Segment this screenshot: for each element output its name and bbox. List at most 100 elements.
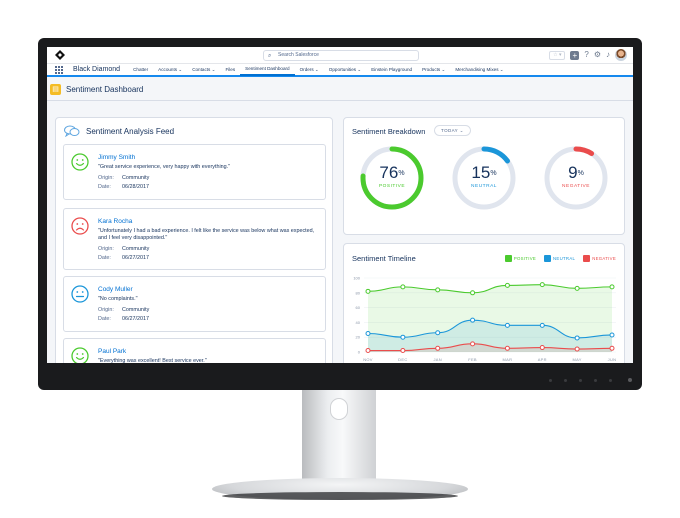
chart-legend: POSITIVE NEUTRAL NEGATIVE — [504, 255, 616, 262]
sentiment-breakdown-card: Sentiment Breakdown TODAY ⌄ 76% POSITIVE 1… — [343, 117, 625, 235]
page-title: Sentiment Dashboard — [66, 85, 144, 94]
date-label: Date: — [98, 184, 111, 190]
data-point-negative[interactable] — [470, 341, 476, 347]
data-point-neutral[interactable] — [435, 330, 441, 336]
positive-face-icon — [71, 153, 89, 171]
data-point-negative[interactable] — [504, 345, 510, 351]
gauge-value: 76% — [358, 164, 426, 182]
data-point-positive[interactable] — [470, 290, 476, 296]
data-point-positive[interactable] — [609, 284, 615, 290]
cable-hole — [330, 398, 348, 420]
feed-item-name[interactable]: Cody Muller — [98, 286, 133, 293]
date-label: Date: — [98, 255, 111, 261]
data-point-negative[interactable] — [574, 346, 580, 352]
nav-item[interactable]: Opportunities ⌄ — [328, 67, 362, 72]
data-point-negative[interactable] — [400, 348, 406, 354]
negative-face-icon — [71, 217, 89, 235]
feed-item-origin: Origin: Community — [98, 245, 149, 254]
time-filter-button[interactable]: TODAY ⌄ — [434, 125, 471, 136]
nav-item[interactable]: Sentiment Dashboard — [240, 63, 295, 76]
feed-item-quote: "Unfortunately I had a bad experience. I… — [98, 228, 315, 241]
data-point-negative[interactable] — [609, 345, 615, 351]
data-point-neutral[interactable] — [470, 317, 476, 323]
date-value: 06/28/2017 — [122, 184, 149, 190]
gauge-negative[interactable]: 9% NEGATIVE — [542, 144, 610, 212]
black-diamond-logo[interactable] — [55, 50, 65, 60]
gauge-arc — [452, 146, 516, 210]
series-area-negative — [368, 343, 612, 352]
x-tick-label: JAN — [433, 357, 441, 362]
avatar[interactable] — [615, 49, 627, 61]
data-point-neutral[interactable] — [609, 332, 615, 338]
data-point-positive[interactable] — [400, 284, 406, 290]
feed-item[interactable]: Cody Muller "No complaints." Origin: Commun… — [63, 276, 326, 332]
nav-item[interactable]: Chatter — [133, 67, 149, 72]
chat-bubbles-icon — [64, 125, 80, 137]
navigation-bar: Black Diamond Chatter Accounts ⌄ Contacts … — [47, 64, 633, 77]
data-point-positive[interactable] — [365, 288, 371, 294]
feed-header: Sentiment Analysis Feed — [64, 125, 174, 137]
feed-item-name[interactable]: Jimmy Smith — [98, 154, 136, 161]
feed-item-date: Date: 06/28/2017 — [98, 183, 149, 192]
page-header: ▤ Sentiment Dashboard — [47, 79, 633, 101]
gauge-neutral[interactable]: 15% NEUTRAL — [450, 144, 518, 212]
global-actions-icon[interactable]: + — [570, 50, 580, 60]
legend-item-neutral[interactable]: NEUTRAL — [544, 255, 575, 262]
gauge-number: 76 — [379, 163, 399, 182]
data-point-neutral[interactable] — [365, 331, 371, 336]
nav-item[interactable]: Files — [225, 67, 236, 72]
bell-icon[interactable]: ♪ — [606, 50, 610, 59]
header-actions: ☆ ▾ + ? ⚙ ♪ — [549, 49, 627, 61]
data-point-positive[interactable] — [574, 285, 580, 291]
data-point-positive[interactable] — [435, 287, 441, 293]
x-tick-label: DEC — [398, 357, 407, 362]
data-point-negative[interactable] — [539, 345, 545, 351]
data-point-positive[interactable] — [504, 282, 510, 288]
gauge-unit: % — [398, 170, 405, 177]
feed-item-date: Date: 06/27/2017 — [98, 254, 149, 263]
data-point-neutral[interactable] — [539, 322, 545, 328]
y-tick-label: 20 — [356, 335, 361, 340]
feed-item-quote: "No complaints." — [98, 296, 138, 302]
monitor-buttons — [549, 379, 612, 382]
search-input[interactable]: ⌕ Search Salesforce — [263, 50, 419, 61]
data-point-neutral[interactable] — [400, 334, 406, 340]
nav-item[interactable]: Merchandising Mixes ⌄ — [455, 67, 504, 72]
favorites-button[interactable]: ☆ ▾ — [549, 50, 566, 60]
search-icon: ⌕ — [268, 53, 272, 59]
nav-item[interactable]: Einstein Playground — [371, 67, 413, 72]
origin-label: Origin: — [98, 246, 114, 252]
help-icon[interactable]: ? — [584, 50, 589, 59]
data-point-neutral[interactable] — [504, 322, 510, 328]
feed-item-name[interactable]: Kara Rocha — [98, 218, 133, 225]
data-point-positive[interactable] — [539, 282, 545, 288]
nav-item[interactable]: Orders ⌄ — [299, 67, 319, 72]
y-tick-label: 80 — [356, 290, 361, 295]
app-launcher-icon[interactable] — [55, 65, 63, 74]
legend-item-positive[interactable]: POSITIVE — [504, 255, 536, 262]
gauge-ring — [360, 146, 424, 210]
data-point-neutral[interactable] — [574, 335, 580, 341]
gear-icon[interactable]: ⚙ — [593, 50, 601, 59]
nav-item[interactable]: Products ⌄ — [422, 67, 446, 72]
feed-item-name[interactable]: Paul Park — [98, 348, 127, 355]
gauge-number: 15 — [471, 163, 491, 182]
screen: ⌕ Search Salesforce ☆ ▾ + ? ⚙ ♪ Black Di… — [47, 47, 633, 363]
monitor-stand-shadow — [222, 492, 458, 500]
feed-item-quote: "Great service experience, very happy wi… — [98, 164, 231, 170]
feed-item[interactable]: Paul Park "Everything was excellent! Best… — [63, 338, 326, 363]
nav-item[interactable]: Accounts ⌄ — [158, 67, 183, 72]
legend-item-negative[interactable]: NEGATIVE — [583, 255, 616, 262]
legend-swatch — [544, 255, 552, 262]
series-line-negative — [368, 343, 613, 352]
nav-item[interactable]: Contacts ⌄ — [192, 67, 216, 72]
positive-face-icon — [71, 347, 89, 363]
data-point-negative[interactable] — [435, 345, 441, 351]
feed-item[interactable]: Jimmy Smith "Great service experience, ve… — [63, 144, 326, 200]
gauge-positive[interactable]: 76% POSITIVE — [358, 144, 426, 212]
data-point-negative[interactable] — [365, 348, 371, 354]
legend-label: NEGATIVE — [592, 256, 616, 261]
feed-item[interactable]: Kara Rocha "Unfortunately I had a bad exp… — [63, 208, 326, 270]
feed-item-origin: Origin: Community — [98, 306, 149, 315]
x-tick-label: MAY — [573, 357, 582, 362]
